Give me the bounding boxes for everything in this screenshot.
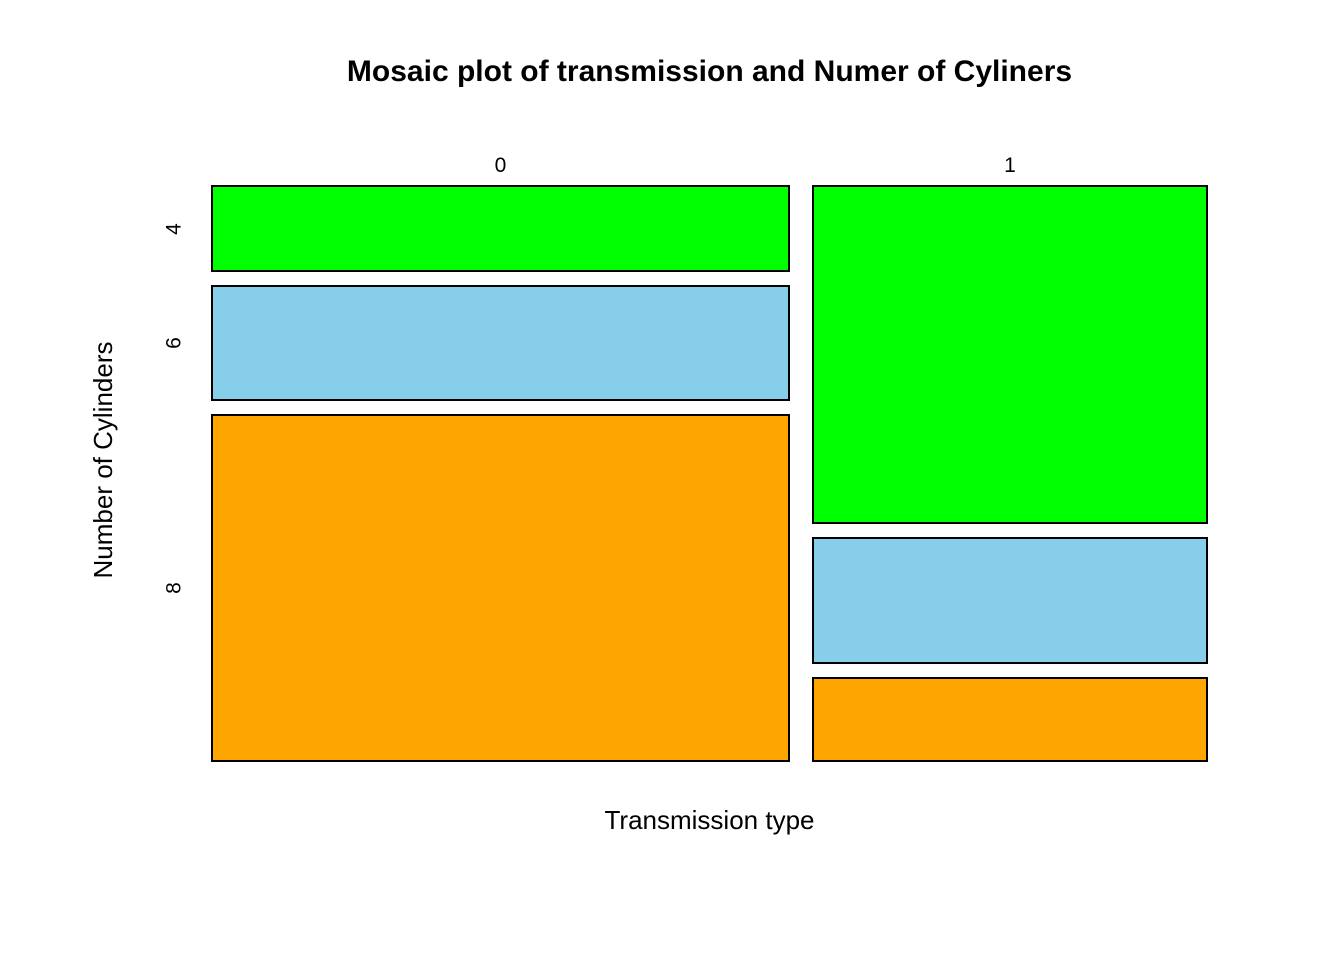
mosaic-cell-am0-cyl6 xyxy=(211,285,790,401)
mosaic-cell-am0-cyl8 xyxy=(211,414,790,762)
mosaic-cell-am1-cyl6 xyxy=(812,537,1208,664)
x-axis-label: Transmission type xyxy=(604,805,815,835)
y-tick-label-6: 6 xyxy=(162,337,186,349)
y-tick-label-4: 4 xyxy=(162,222,186,235)
y-tick-label-8: 8 xyxy=(162,582,186,594)
plot-area: 0 4 6 8 1 xyxy=(163,154,1208,762)
x-tick-label-0: 0 xyxy=(494,154,507,177)
mosaic-cell-am1-cyl8 xyxy=(812,677,1208,762)
mosaic-cell-am0-cyl4 xyxy=(211,185,790,272)
mosaic-cell-am1-cyl4 xyxy=(812,185,1208,524)
x-tick-label-1: 1 xyxy=(1004,154,1016,177)
y-axis-label: Number of Cylinders xyxy=(88,341,118,579)
chart-title: Mosaic plot of transmission and Numer of… xyxy=(346,55,1073,88)
